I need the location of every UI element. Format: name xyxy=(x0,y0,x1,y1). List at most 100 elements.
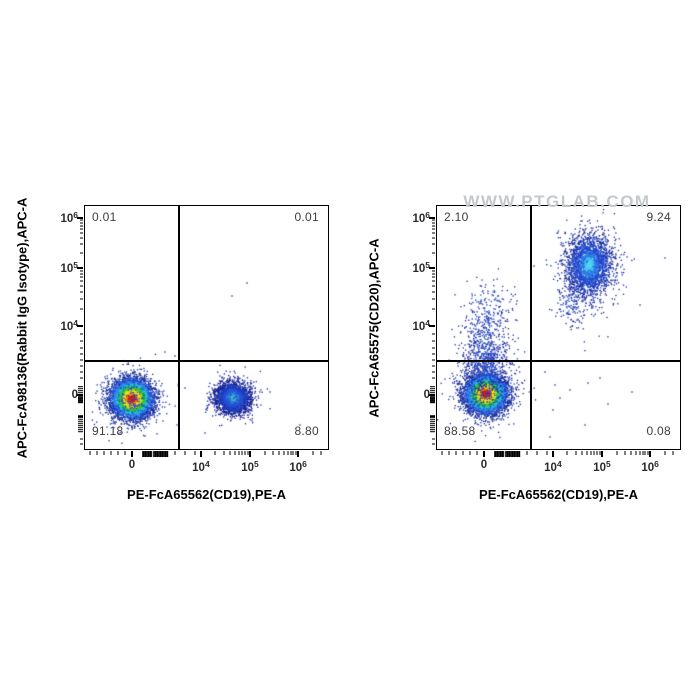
tick-mark xyxy=(429,419,435,421)
tick-mark xyxy=(429,216,435,219)
tick-mark xyxy=(278,451,280,455)
tick-mark xyxy=(77,325,83,328)
tick-mark xyxy=(431,291,435,293)
tick-mark xyxy=(144,451,146,457)
tick-mark xyxy=(79,291,83,293)
tick-mark xyxy=(462,451,464,455)
tick-mark xyxy=(639,451,641,455)
tick-mark xyxy=(214,451,216,455)
tick-mark xyxy=(581,451,583,455)
tick-mark xyxy=(161,451,163,457)
quadrant-stat-bottom-left: 88.58 xyxy=(444,424,476,438)
tick-mark xyxy=(79,280,83,282)
tick-mark xyxy=(431,273,435,275)
tick-mark xyxy=(506,451,509,457)
tick-mark xyxy=(152,451,155,457)
tick-mark xyxy=(199,451,202,457)
tick-mark xyxy=(312,451,314,455)
tick-mark xyxy=(89,451,91,455)
tick-mark xyxy=(431,270,435,272)
tick-mark xyxy=(429,325,435,328)
tick-mark xyxy=(79,333,83,335)
tick-mark xyxy=(429,422,435,425)
y-tick-label: 105 xyxy=(60,260,78,276)
tick-mark xyxy=(546,451,548,455)
tick-mark xyxy=(429,430,435,433)
tick-mark xyxy=(647,451,649,455)
tick-mark xyxy=(431,285,435,287)
tick-mark xyxy=(431,280,435,282)
tick-mark xyxy=(448,451,450,455)
y-axis-tick-labels: 106 105 104 0 xyxy=(38,206,78,449)
tick-mark xyxy=(320,451,322,455)
y-tick-label: 0 xyxy=(423,388,430,401)
tick-mark xyxy=(79,340,83,342)
tick-mark xyxy=(77,395,83,398)
tick-mark xyxy=(509,451,512,457)
tick-mark xyxy=(496,451,498,457)
tick-mark xyxy=(77,397,83,400)
tick-mark xyxy=(234,451,236,455)
tick-mark xyxy=(229,451,231,455)
tick-mark xyxy=(77,420,83,423)
tick-mark xyxy=(184,451,186,455)
scatter-canvas xyxy=(85,206,328,449)
tick-mark xyxy=(476,451,478,455)
tick-mark xyxy=(672,451,674,455)
tick-mark xyxy=(431,228,435,230)
tick-mark xyxy=(248,451,251,457)
tick-mark xyxy=(130,451,133,457)
x-axis-tick-labels: 0 104 105 106 xyxy=(437,459,680,479)
tick-mark xyxy=(77,393,83,396)
tick-mark xyxy=(117,451,119,455)
y-tick-label: 106 xyxy=(412,210,430,226)
tick-mark xyxy=(142,451,145,457)
y-tick-label: 104 xyxy=(60,318,78,334)
tick-mark xyxy=(429,385,435,388)
tick-mark xyxy=(77,399,83,402)
tick-mark xyxy=(157,451,160,457)
tick-mark xyxy=(77,430,83,433)
tick-mark xyxy=(79,298,83,300)
tick-mark xyxy=(429,393,435,396)
quadrant-gate-horizontal-line xyxy=(85,359,328,362)
tick-mark xyxy=(429,266,435,269)
tick-mark xyxy=(79,438,83,440)
tick-mark xyxy=(431,377,435,379)
tick-mark xyxy=(431,347,435,349)
tick-mark xyxy=(79,219,83,221)
tick-mark xyxy=(297,451,300,457)
tick-mark xyxy=(238,451,240,455)
tick-mark xyxy=(429,397,435,400)
y-tick-label: 106 xyxy=(60,210,78,226)
tick-mark xyxy=(431,308,435,310)
y-axis-label: APC-FcA65575(CD20),APC-A xyxy=(366,237,382,418)
tick-mark xyxy=(624,451,626,455)
tick-mark xyxy=(630,451,632,455)
tick-mark xyxy=(124,451,126,455)
tick-mark xyxy=(431,443,435,445)
x-axis-tick-labels: 0 104 105 106 xyxy=(85,459,328,479)
tick-mark xyxy=(593,451,595,455)
tick-mark xyxy=(482,451,485,457)
tick-mark xyxy=(77,401,83,404)
tick-mark xyxy=(600,451,603,457)
tick-mark xyxy=(77,428,83,431)
dot-plot-cd20-antibody: 2.10 9.24 88.58 0.08 0 104 105 106 106 105 10… xyxy=(367,205,681,502)
tick-mark xyxy=(164,451,167,457)
x-tick-label: 105 xyxy=(241,459,259,474)
tick-mark xyxy=(429,395,435,398)
x-tick-label: 104 xyxy=(192,459,210,474)
tick-mark xyxy=(79,276,83,278)
quadrant-gate-vertical-line xyxy=(178,206,181,449)
x-axis-label: PE-FcA65562(CD19),PE-A xyxy=(479,487,638,502)
tick-mark xyxy=(79,347,83,349)
tick-mark xyxy=(455,451,457,455)
y-tick-label: 0 xyxy=(71,388,78,401)
tick-mark xyxy=(77,391,83,394)
tick-mark xyxy=(599,451,601,455)
tick-mark xyxy=(77,385,83,388)
x-axis-ticks xyxy=(85,451,328,459)
tick-mark xyxy=(96,451,98,455)
